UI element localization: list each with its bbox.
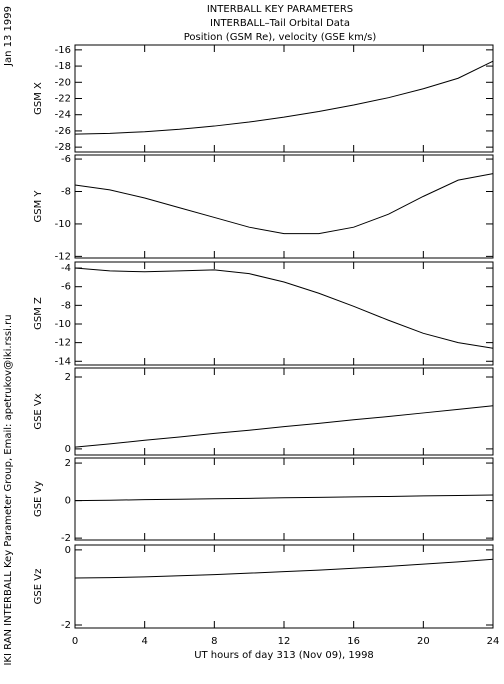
y-tick-label: -22: [55, 94, 71, 105]
y-tick-label: -16: [55, 45, 71, 56]
y-tick-label: 0: [65, 444, 71, 455]
y-tick-label: 0: [65, 545, 71, 556]
y-tick-label: -12: [55, 338, 71, 349]
y-tick-label: 2: [65, 458, 71, 469]
panel-frame: [74, 154, 494, 259]
x-tick-label: 24: [487, 636, 500, 647]
data-line: [74, 267, 494, 349]
y-tick-label: -10: [55, 319, 71, 330]
y-axis-label: GSM Z: [33, 297, 44, 330]
credit-label: IKI RAN INTERBALL Key Parameter Group, E…: [3, 314, 14, 665]
x-axis-label: UT hours of day 313 (Nov 09), 1998: [194, 650, 374, 661]
x-tick-label: 0: [72, 636, 78, 647]
y-tick-label: -20: [55, 77, 71, 88]
y-tick-label: -14: [55, 356, 71, 367]
y-tick-label: -8: [61, 300, 71, 311]
data-line: [74, 173, 494, 235]
x-tick-label: 8: [211, 636, 217, 647]
y-tick-label: -8: [61, 186, 71, 197]
y-tick-label: -24: [55, 110, 71, 121]
data-line: [74, 405, 494, 448]
x-tick-label: 20: [417, 636, 430, 647]
panel-frame: [74, 457, 494, 541]
y-tick-label: -10: [55, 219, 71, 230]
y-tick-label: 2: [65, 372, 71, 383]
y-axis-label: GSE Vx: [33, 393, 44, 429]
y-axis-label: GSE Vz: [33, 569, 44, 605]
panel-frame: [74, 44, 494, 153]
date-label: Jan 13 1999: [3, 6, 14, 67]
y-tick-label: -28: [55, 142, 71, 153]
y-tick-label: -4: [61, 263, 71, 274]
title-line: Position (GSM Re), velocity (GSE km/s): [184, 32, 377, 43]
x-tick-label: 16: [347, 636, 360, 647]
y-tick-label: -6: [61, 282, 71, 293]
panel-frame: [74, 261, 494, 366]
y-axis-label: GSE Vy: [33, 481, 44, 517]
title-line: INTERBALL KEY PARAMETERS: [207, 4, 353, 15]
panel-frame: [74, 367, 494, 456]
x-tick-label: 12: [278, 636, 291, 647]
y-tick-label: -6: [61, 154, 71, 165]
y-tick-label: -26: [55, 126, 71, 137]
data-line: [74, 60, 494, 135]
panel-frame: [74, 544, 494, 629]
data-line: [74, 558, 494, 579]
y-tick-label: -12: [55, 251, 71, 262]
y-tick-label: -18: [55, 61, 71, 72]
title-line: INTERBALL–Tail Orbital Data: [210, 18, 350, 29]
x-tick-label: 4: [141, 636, 147, 647]
data-line: [74, 494, 494, 502]
y-tick-label: -2: [61, 620, 71, 631]
y-tick-label: 0: [65, 496, 71, 507]
y-axis-label: GSM Y: [33, 190, 44, 223]
y-tick-label: -2: [61, 533, 71, 544]
y-axis-label: GSM X: [33, 82, 44, 115]
